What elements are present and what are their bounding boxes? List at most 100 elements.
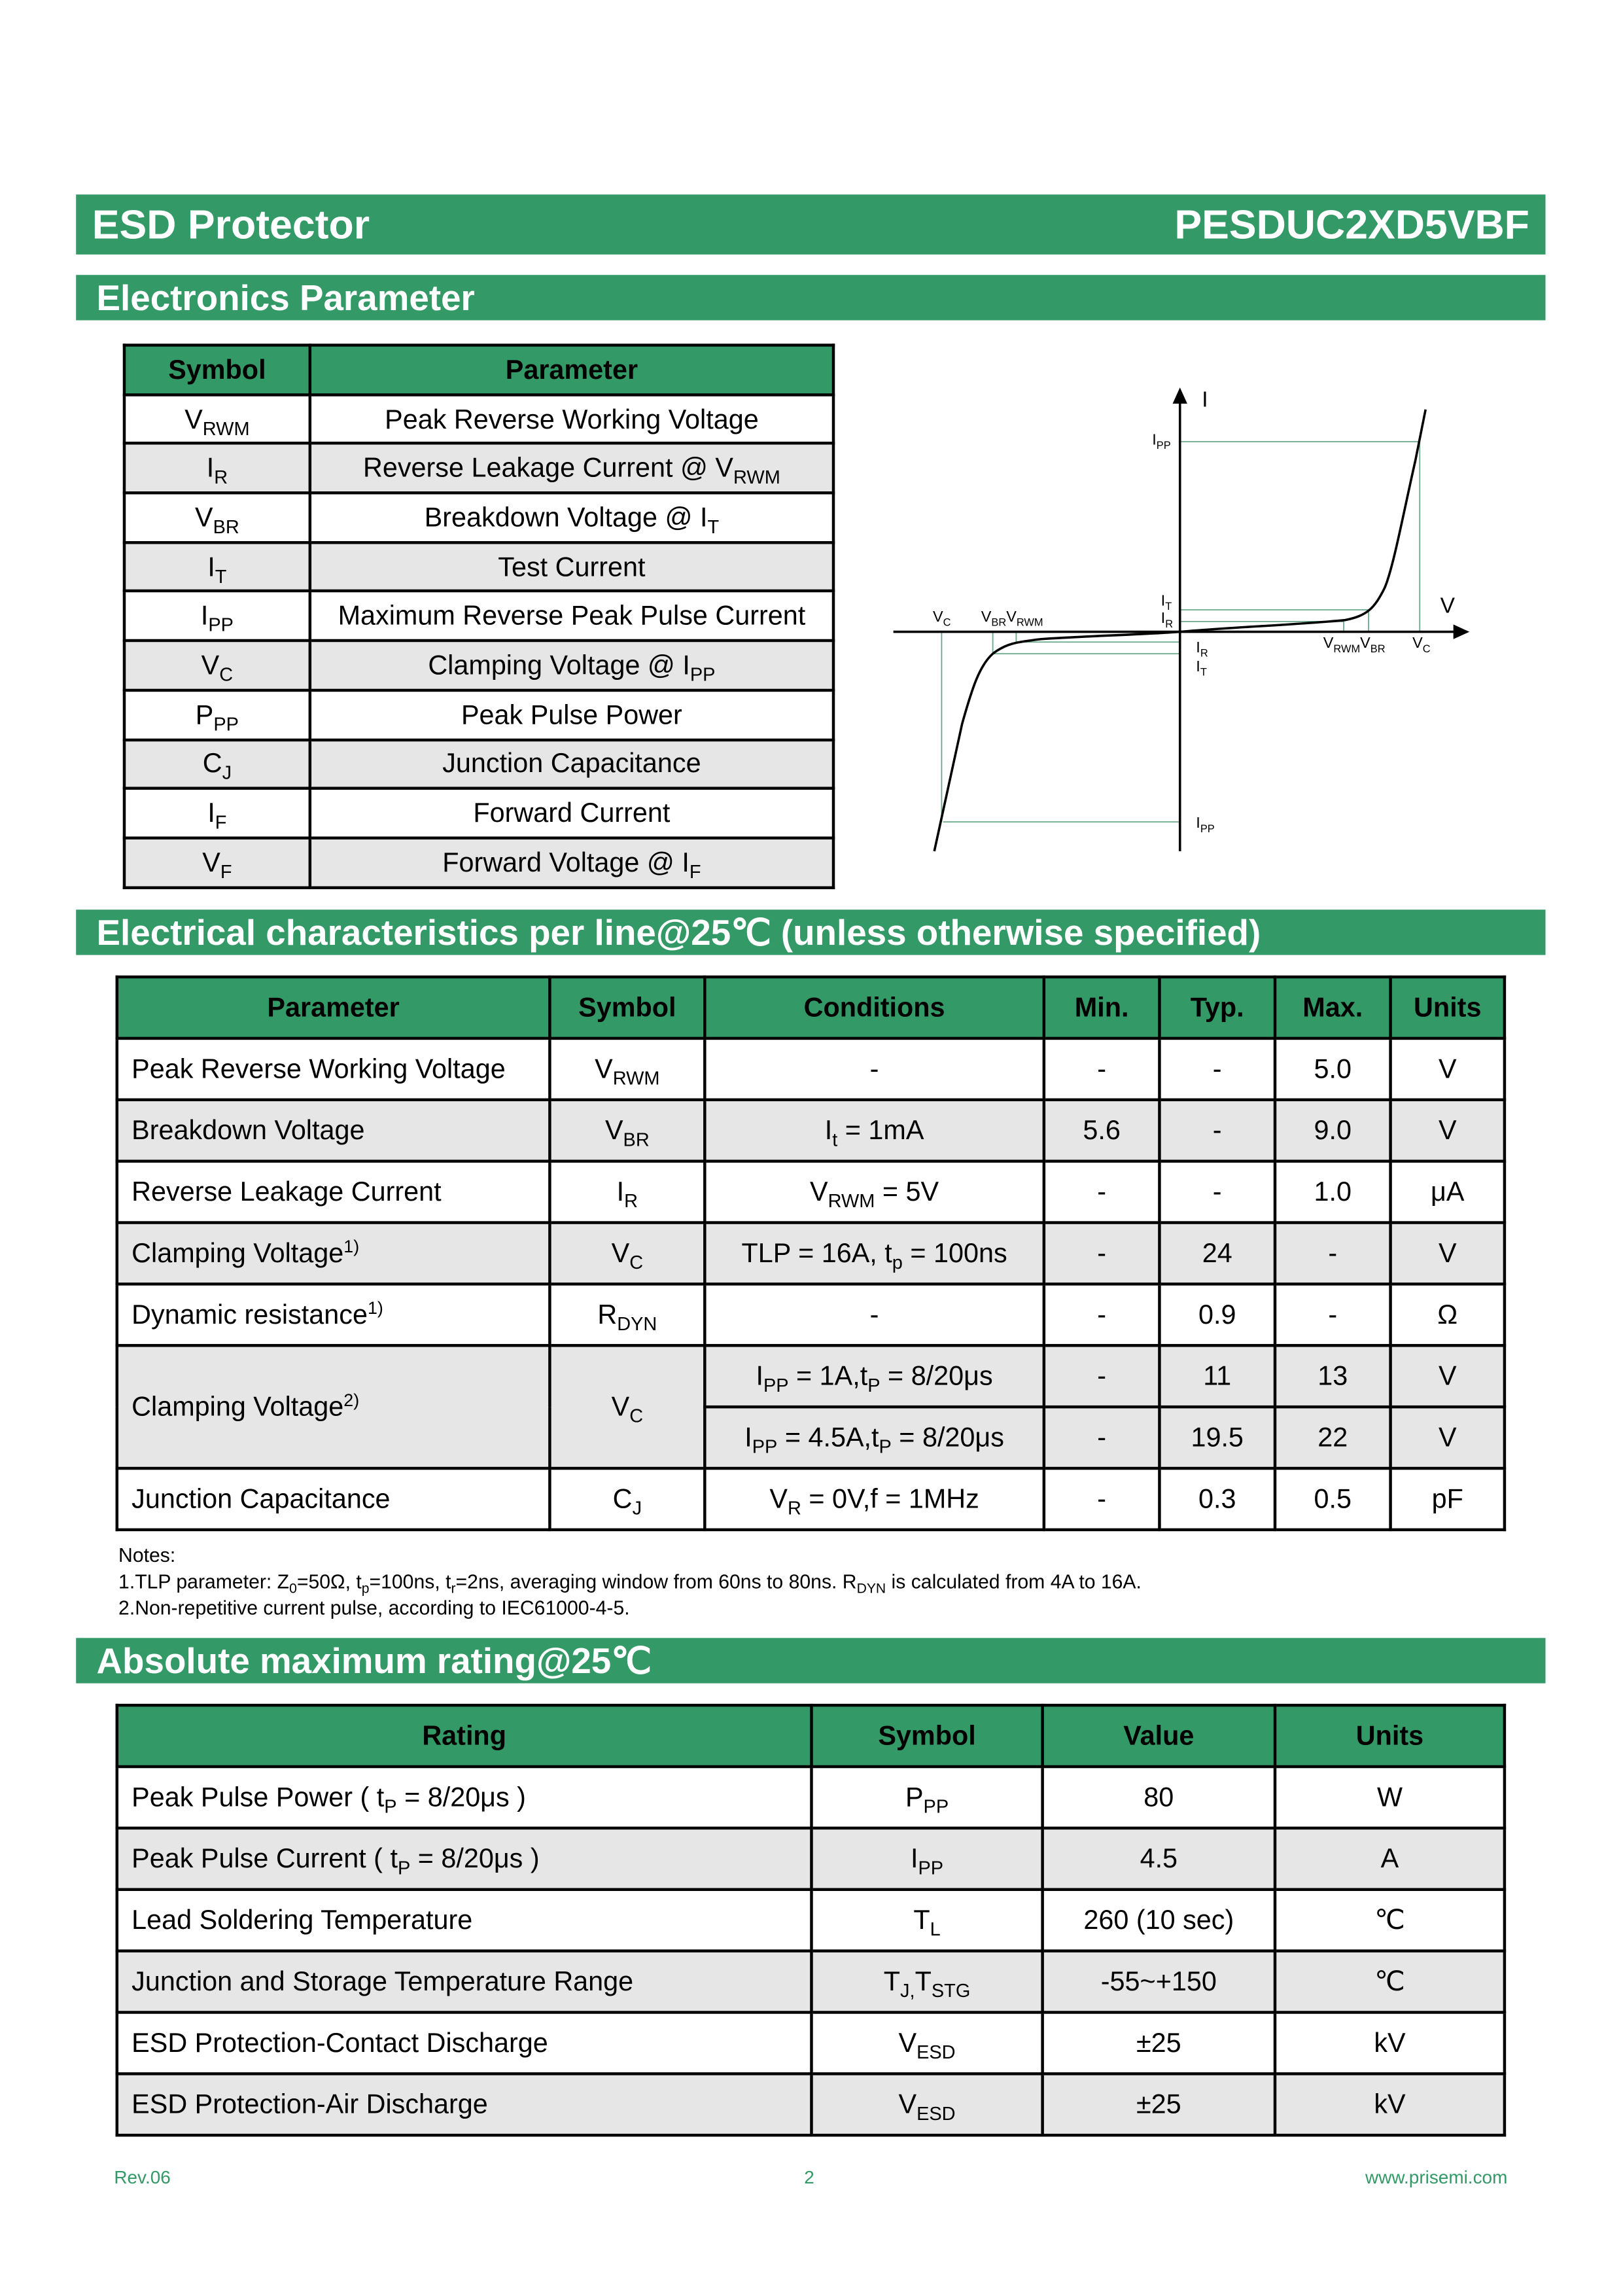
table-row: VC Clamping Voltage @ IPP	[122, 639, 835, 692]
table-row: PPP Peak Pulse Power	[122, 688, 835, 741]
table-row: Peak Reverse Working Voltage VRWM - - -5.0 V	[115, 1036, 1507, 1102]
table-row: IF Forward Current	[122, 786, 835, 839]
column-header: Parameter	[115, 975, 551, 1040]
iv-curve-negative	[933, 630, 1180, 852]
max-cell: 0.5	[1273, 1466, 1392, 1532]
table-row: Breakdown Voltage VBR It = 1mA 5.6-9.0 V	[115, 1098, 1507, 1163]
min-cell: 5.6	[1042, 1098, 1161, 1163]
symbol-cell: RDYN	[548, 1282, 707, 1347]
diagram-label: VBRVRWM	[981, 608, 1043, 629]
max-cell: 22	[1273, 1405, 1392, 1470]
units-cell: kV	[1273, 2072, 1507, 2137]
typ-cell: 24	[1158, 1221, 1277, 1286]
conditions-cell: TLP = 16A, tp = 100ns	[703, 1221, 1046, 1286]
units-cell: ℃	[1273, 1888, 1507, 1952]
diagram-label: VRWMVBR	[1323, 634, 1386, 655]
symbol-cell: VESD	[810, 2072, 1044, 2137]
symbol-cell: VF	[122, 836, 312, 889]
rating-cell: ESD Protection-Air Discharge	[115, 2072, 813, 2137]
table-row: Clamping Voltage1) VC TLP = 16A, tp = 100n…	[115, 1221, 1507, 1286]
column-header: Conditions	[703, 975, 1046, 1040]
symbol-table: Symbol Parameter VRWM Peak Reverse Working…	[122, 344, 835, 889]
parameter-cell: Breakdown Voltage @ IT	[308, 491, 835, 544]
min-cell: -	[1042, 1466, 1161, 1532]
min-cell: -	[1042, 1282, 1161, 1347]
min-cell: -	[1042, 1221, 1161, 1286]
table-row: ESD Protection-Contact Discharge VESD ±25 k…	[115, 2011, 1507, 2075]
symbol-cell: PPP	[122, 688, 312, 741]
table-row: Lead Soldering Temperature TL 260 (10 sec)…	[115, 1888, 1507, 1952]
parameter-cell: Junction Capacitance	[308, 737, 835, 790]
notes: Notes: 1.TLP parameter: Z0=50Ω, tp=100ns…	[118, 1543, 1142, 1622]
rating-cell: ESD Protection-Contact Discharge	[115, 2011, 813, 2075]
diagram-label: IT	[1196, 658, 1207, 679]
conditions-cell: VR = 0V,f = 1MHz	[703, 1466, 1046, 1532]
section-absolute-maximum: Absolute maximum rating@25℃	[76, 1638, 1546, 1684]
units-cell: Ω	[1389, 1282, 1507, 1347]
symbol-cell: CJ	[122, 737, 312, 790]
parameter-cell: Peak Pulse Power	[308, 688, 835, 741]
symbol-cell: IR	[548, 1159, 707, 1224]
arrow-up-icon	[1172, 387, 1187, 404]
diagram-label: IR	[1161, 609, 1174, 630]
diagram-label: IPP	[1152, 431, 1170, 451]
units-cell: ℃	[1273, 1949, 1507, 2014]
max-cell: -	[1273, 1221, 1392, 1286]
column-header: Units	[1273, 1703, 1507, 1769]
symbol-cell: IF	[122, 786, 312, 839]
diagram-label: VC	[933, 608, 951, 629]
symbol-cell: IPP	[810, 1826, 1044, 1891]
symbol-cell: TJ,TSTG	[810, 1949, 1044, 2014]
max-cell: 5.0	[1273, 1036, 1392, 1102]
section-electronics-parameter: Electronics Parameter	[76, 275, 1546, 321]
parameter-cell: Maximum Reverse Peak Pulse Current	[308, 590, 835, 643]
typ-cell: 11	[1158, 1344, 1277, 1409]
units-cell: V	[1389, 1036, 1507, 1102]
conditions-cell: VRWM = 5V	[703, 1159, 1046, 1224]
absolute-maximum-table: Rating Symbol Value Units Peak Pulse Power …	[115, 1703, 1507, 2137]
parameter-cell: Test Current	[308, 540, 835, 593]
rating-cell: Lead Soldering Temperature	[115, 1888, 813, 1952]
parameter-cell: Clamping Voltage @ IPP	[308, 639, 835, 692]
parameter-cell: Peak Reverse Working Voltage	[308, 393, 835, 446]
symbol-cell: VRWM	[122, 393, 312, 446]
table-row: VRWM Peak Reverse Working Voltage	[122, 393, 835, 446]
parameter-cell: Junction Capacitance	[115, 1466, 551, 1532]
typ-cell: 0.9	[1158, 1282, 1277, 1347]
units-cell: pF	[1389, 1466, 1507, 1532]
column-header: Typ.	[1158, 975, 1277, 1040]
diagram-label: IT	[1161, 592, 1172, 612]
units-cell: V	[1389, 1405, 1507, 1470]
header-symbol: Symbol	[122, 344, 312, 396]
table-row: Peak Pulse Current ( tP = 8/20μs ) IPP 4.5…	[115, 1826, 1507, 1891]
table-row: IR Reverse Leakage Current @ VRWM	[122, 442, 835, 495]
symbol-cell: VBR	[548, 1098, 707, 1163]
notes-title: Notes:	[118, 1544, 176, 1566]
symbol-cell: CJ	[548, 1466, 707, 1532]
rating-cell: Peak Pulse Current ( tP = 8/20μs )	[115, 1826, 813, 1891]
arrow-right-icon	[1453, 624, 1470, 639]
typ-cell: 0.3	[1158, 1466, 1277, 1532]
typ-cell: -	[1158, 1098, 1277, 1163]
part-number: PESDUC2XD5VBF	[1174, 202, 1529, 247]
min-cell: -	[1042, 1405, 1161, 1470]
column-header: Min.	[1042, 975, 1161, 1040]
table-row: IPP = 4.5A,tP = 8/20μs -19.5 22 V	[117, 1405, 1507, 1470]
parameter-cell: Dynamic resistance1)	[115, 1282, 551, 1347]
footer-website[interactable]: www.prisemi.com	[1365, 2167, 1508, 2188]
symbol-cell: VBR	[122, 491, 312, 544]
iv-curve-positive	[1179, 409, 1427, 633]
column-header: Rating	[115, 1703, 813, 1769]
table-row: IPP Maximum Reverse Peak Pulse Current	[122, 590, 835, 643]
table-row: VF Forward Voltage @ IF	[122, 836, 835, 889]
footer-revision: Rev.06	[114, 2167, 171, 2188]
column-header: Symbol	[810, 1703, 1044, 1769]
min-cell: -	[1042, 1159, 1161, 1224]
diagram-label: IPP	[1196, 814, 1214, 835]
table-row: Junction and Storage Temperature Range TJ…	[115, 1949, 1507, 2014]
conditions-cell: -	[703, 1036, 1046, 1102]
conditions-cell: IPP = 4.5A,tP = 8/20μs	[703, 1405, 1046, 1470]
note-1: 1.TLP parameter: Z0=50Ω, tp=100ns, tr=2n…	[118, 1570, 1142, 1598]
typ-cell: -	[1158, 1159, 1277, 1224]
